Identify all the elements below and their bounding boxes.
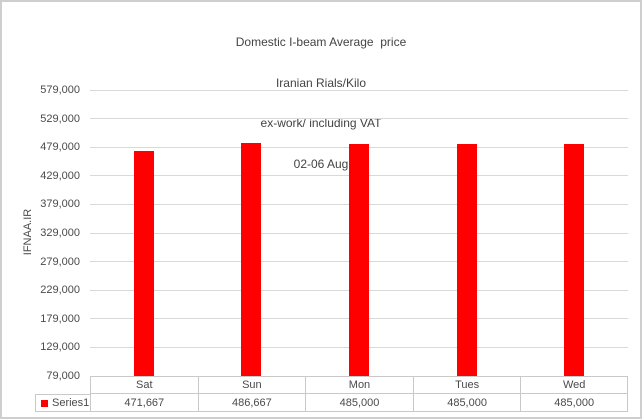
bar-wed <box>564 143 585 376</box>
plot-area <box>90 89 628 377</box>
y-tick-label: 179,000 <box>40 312 80 325</box>
value-cell-wed: 485,000 <box>520 394 628 412</box>
chart-title-line-2: Iranian Rials/Kilo <box>275 75 367 90</box>
chart-title-line-3: ex-work/ including VAT <box>260 116 382 130</box>
value-cell-sat: 471,667 <box>90 394 198 412</box>
y-tick-label: 579,000 <box>40 84 80 96</box>
chart-title-line-1: Domestic I-beam Average price <box>235 35 407 49</box>
y-tick-label: 479,000 <box>40 141 80 154</box>
y-tick-label: 379,000 <box>40 198 80 211</box>
chart-title: Domestic I-beam Average price Iranian Ri… <box>2 9 640 198</box>
y-tick-label: 129,000 <box>40 341 80 354</box>
y-tick-label: 79,000 <box>46 370 80 382</box>
bar-mon <box>349 143 369 376</box>
value-cell-mon: 485,000 <box>305 394 413 412</box>
y-tick-label: 429,000 <box>40 169 80 182</box>
series-color-swatch-icon <box>41 399 48 407</box>
y-tick-label: 229,000 <box>40 284 80 297</box>
legend-series-label: Series1 <box>52 397 90 409</box>
data-table: Series1 Sat 471,667 Sun 486,667 Mon 485,000 Tu… <box>35 376 628 412</box>
value-cell-tues: 485,000 <box>412 394 521 412</box>
y-tick-label: 329,000 <box>40 227 80 239</box>
legend-cell: Series1 <box>35 394 90 412</box>
gridline <box>90 89 628 91</box>
y-tick-label: 529,000 <box>40 112 80 125</box>
category-cell-tues: Tues <box>412 376 521 394</box>
category-cell-sun: Sun <box>197 376 306 394</box>
category-cell-wed: Wed <box>520 376 628 394</box>
bar-sat <box>133 151 154 376</box>
chart-title-line-4: 02-06 Aug <box>293 156 349 171</box>
category-cell-sat: Sat <box>90 376 198 394</box>
gridline <box>90 118 628 120</box>
value-cell-sun: 486,667 <box>197 394 306 412</box>
bar-sun <box>241 142 262 376</box>
category-cell-mon: Mon <box>305 376 413 394</box>
bar-tues <box>456 143 477 376</box>
y-tick-label: 279,000 <box>40 255 80 268</box>
